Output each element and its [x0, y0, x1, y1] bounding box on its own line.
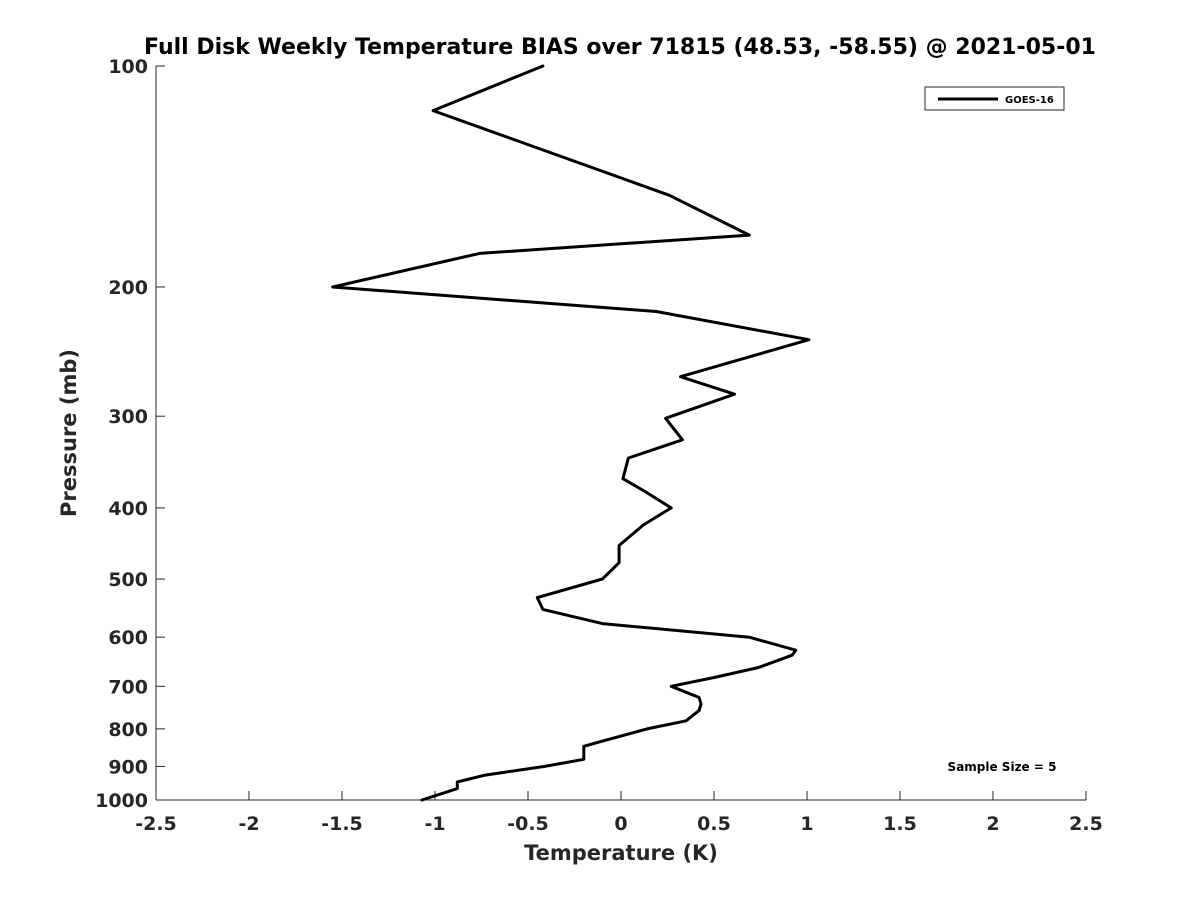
- x-tick-label: -1.5: [321, 813, 363, 835]
- data-point: [432, 110, 434, 112]
- data-point: [484, 774, 486, 776]
- data-point: [583, 745, 585, 747]
- data-point: [618, 545, 620, 546]
- data-point: [536, 597, 538, 599]
- x-axis-label: Temperature (K): [524, 841, 718, 865]
- y-tick-label: 200: [108, 277, 148, 299]
- data-point: [685, 720, 687, 722]
- data-point: [700, 703, 702, 705]
- data-point: [646, 728, 648, 730]
- data-point: [715, 676, 717, 678]
- data-point: [795, 649, 797, 651]
- y-ticks: 100 200 300 400 500 600 700 800 900 1000: [95, 56, 165, 812]
- x-tick-label: 1.5: [883, 813, 917, 835]
- x-tick-label: 2: [986, 813, 999, 835]
- chart-title: Full Disk Weekly Temperature BIAS over 7…: [144, 35, 1096, 60]
- y-tick-label: 700: [108, 676, 148, 698]
- data-point: [601, 578, 603, 580]
- sample-size-annotation: Sample Size = 5: [948, 760, 1057, 774]
- series-line-goes-16: [331, 64, 811, 802]
- data-point: [642, 524, 644, 526]
- data-point: [680, 376, 681, 378]
- data-point: [601, 623, 603, 625]
- data-point: [670, 685, 672, 687]
- y-tick-label: 1000: [95, 790, 148, 812]
- x-ticks: -2.5 -2 -1.5 -1 -0.5 0 0.5 1 1.5 2 2.5: [135, 791, 1103, 835]
- data-point: [603, 740, 605, 742]
- x-tick-label: 0: [614, 813, 627, 835]
- data-point: [668, 194, 670, 196]
- data-point: [681, 439, 683, 441]
- x-tick-label: -2: [238, 813, 259, 835]
- data-point: [655, 311, 657, 312]
- y-tick-label: 900: [108, 756, 148, 778]
- data-point: [665, 417, 667, 419]
- y-tick-label: 500: [108, 569, 148, 591]
- x-tick-label: 1: [800, 813, 813, 835]
- data-point: [748, 636, 750, 638]
- data-point: [618, 562, 620, 564]
- data-point: [456, 781, 458, 783]
- data-point: [698, 709, 700, 711]
- y-tick-label: 800: [108, 719, 148, 741]
- y-tick-label: 100: [108, 56, 148, 78]
- y-tick-label: 600: [108, 627, 148, 649]
- data-point: [734, 393, 735, 395]
- x-tick-label: 2.5: [1069, 813, 1103, 835]
- legend: GOES-16: [924, 86, 1065, 111]
- data-point: [544, 765, 546, 767]
- x-tick-label: 0.5: [697, 813, 731, 835]
- data-point: [808, 339, 810, 341]
- y-axis-label: Pressure (mb): [57, 349, 81, 517]
- data-point: [456, 788, 458, 790]
- data-point: [542, 65, 544, 67]
- series-layer: [331, 64, 811, 802]
- data-point: [758, 667, 760, 668]
- data-point: [748, 234, 750, 236]
- data-point: [332, 286, 334, 288]
- legend-label-goes-16: GOES-16: [1005, 95, 1054, 106]
- data-point: [542, 608, 544, 610]
- data-point: [791, 654, 793, 656]
- data-point: [622, 478, 624, 480]
- data-point: [670, 507, 672, 509]
- x-tick-label: -0.5: [507, 813, 549, 835]
- data-point: [698, 697, 700, 698]
- y-tick-label: 400: [108, 498, 148, 520]
- data-point: [583, 758, 585, 760]
- y-tick-label: 300: [108, 406, 148, 428]
- x-tick-label: -1: [424, 813, 445, 835]
- data-point: [479, 252, 481, 254]
- data-point: [627, 457, 629, 459]
- data-point: [421, 799, 423, 801]
- data-point: [644, 491, 646, 493]
- x-tick-label: -2.5: [135, 813, 177, 835]
